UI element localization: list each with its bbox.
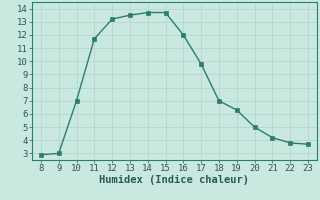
X-axis label: Humidex (Indice chaleur): Humidex (Indice chaleur) <box>100 175 249 185</box>
